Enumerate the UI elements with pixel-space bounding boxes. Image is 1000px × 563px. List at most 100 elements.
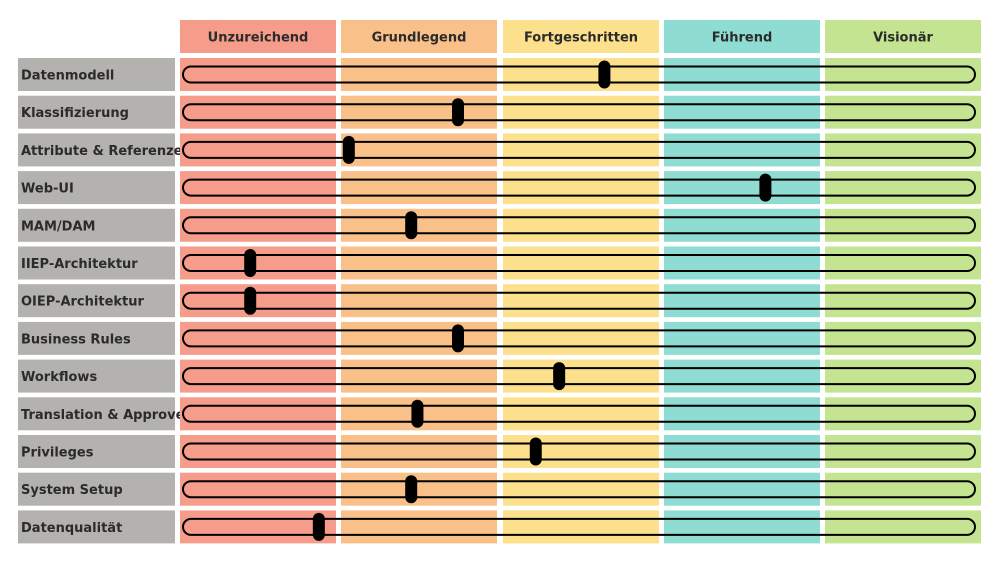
row-level-cell — [503, 58, 659, 91]
row-level-cell — [180, 95, 336, 129]
row-level-cell — [180, 284, 336, 318]
row-level-cell — [825, 171, 981, 205]
row-level-cell — [503, 246, 659, 280]
row-level-cell — [825, 359, 981, 393]
level-header-bg-2 — [341, 20, 497, 53]
row-label: OIEP-Architektur — [21, 295, 144, 310]
row-level-cell — [664, 284, 820, 318]
row-level-cell — [503, 321, 659, 355]
row-level-cell — [341, 58, 497, 91]
row-level-cell — [825, 246, 981, 280]
row-level-cell — [825, 435, 981, 468]
row-level-cell — [664, 359, 820, 393]
assessment-row: Datenmodell — [18, 58, 981, 91]
slider-knob[interactable] — [553, 362, 566, 391]
assessment-row: Datenqualität — [18, 510, 981, 544]
row-label: Datenmodell — [21, 69, 114, 84]
level-header-label-5: Visionär — [873, 31, 933, 46]
row-label: Datenqualität — [21, 521, 122, 536]
row-level-cell — [664, 510, 820, 544]
row-level-cell — [341, 472, 497, 506]
row-level-cell — [664, 472, 820, 506]
row-label-bg — [18, 208, 175, 242]
slider-knob[interactable] — [529, 437, 542, 466]
row-level-cell — [503, 397, 659, 431]
row-level-cell — [341, 510, 497, 544]
row-level-cell — [664, 208, 820, 242]
row-level-cell — [664, 321, 820, 355]
level-header-label-2: Grundlegend — [372, 31, 467, 46]
slider-knob[interactable] — [312, 512, 325, 541]
row-level-cell — [503, 472, 659, 506]
row-level-cell — [180, 510, 336, 544]
row-level-cell — [180, 321, 336, 355]
row-level-cell — [180, 171, 336, 205]
slider-track — [182, 291, 976, 310]
row-label: IIEP-Architektur — [21, 257, 138, 272]
row-label-bg — [18, 95, 175, 129]
slider-track — [182, 480, 976, 499]
row-label: Klassifizierung — [21, 106, 129, 121]
assessment-row: Attribute & Referenzen — [18, 133, 981, 167]
slider-knob[interactable] — [405, 475, 418, 504]
row-label: MAM/DAM — [21, 219, 95, 234]
slider-knob[interactable] — [411, 399, 424, 428]
slider-track — [182, 140, 976, 159]
row-level-cell — [825, 133, 981, 167]
row-level-cell — [825, 208, 981, 242]
assessment-row: OIEP-Architektur — [18, 284, 981, 318]
row-level-cell — [341, 171, 497, 205]
row-label-bg — [18, 510, 175, 544]
slider-knob[interactable] — [452, 324, 464, 353]
row-level-cell — [825, 58, 981, 91]
slider-track — [182, 329, 976, 348]
row-level-cell — [180, 58, 336, 91]
row-label-bg — [18, 321, 175, 355]
slider-track — [182, 103, 976, 122]
row-level-cell — [341, 284, 497, 318]
slider-knob[interactable] — [759, 173, 772, 202]
slider-knob[interactable] — [244, 249, 257, 277]
row-label: Privileges — [21, 446, 94, 461]
slider-knob[interactable] — [342, 135, 355, 164]
slider-track — [182, 367, 976, 386]
slider-knob[interactable] — [244, 286, 257, 315]
assessment-row: Privileges — [18, 435, 981, 468]
slider-knob[interactable] — [452, 98, 464, 127]
slider-track — [182, 517, 976, 536]
slider-track — [182, 442, 976, 461]
row-level-cell — [180, 435, 336, 468]
row-level-cell — [825, 472, 981, 506]
row-level-cell — [503, 133, 659, 167]
row-level-cell — [503, 510, 659, 544]
level-header-bg-1 — [180, 20, 336, 53]
slider-track — [182, 254, 976, 272]
row-level-cell — [341, 246, 497, 280]
assessment-row: MAM/DAM — [18, 208, 981, 242]
assessment-row: Workflows — [18, 359, 981, 393]
row-label: System Setup — [21, 483, 123, 498]
row-level-cell — [180, 246, 336, 280]
slider-knob[interactable] — [405, 211, 418, 240]
row-label: Workflows — [21, 370, 97, 385]
row-label-bg — [18, 246, 175, 280]
level-header-label-3: Fortgeschritten — [524, 31, 638, 46]
row-label-bg — [18, 171, 175, 205]
row-label-bg — [18, 397, 175, 431]
row-label-bg — [18, 133, 175, 167]
row-level-cell — [341, 321, 497, 355]
slider-knob[interactable] — [598, 60, 611, 89]
row-label: Business Rules — [21, 332, 131, 347]
row-label-bg — [18, 359, 175, 393]
row-level-cell — [664, 58, 820, 91]
row-level-cell — [503, 95, 659, 129]
row-level-cell — [664, 95, 820, 129]
row-level-cell — [664, 246, 820, 280]
assessment-rows: Datenmodell Klassifizierung Attribute & Re… — [18, 58, 981, 544]
row-level-cell — [664, 435, 820, 468]
row-level-cell — [180, 359, 336, 393]
level-header-bg-3 — [503, 20, 659, 53]
row-level-cell — [664, 171, 820, 205]
row-label-bg — [18, 58, 175, 91]
